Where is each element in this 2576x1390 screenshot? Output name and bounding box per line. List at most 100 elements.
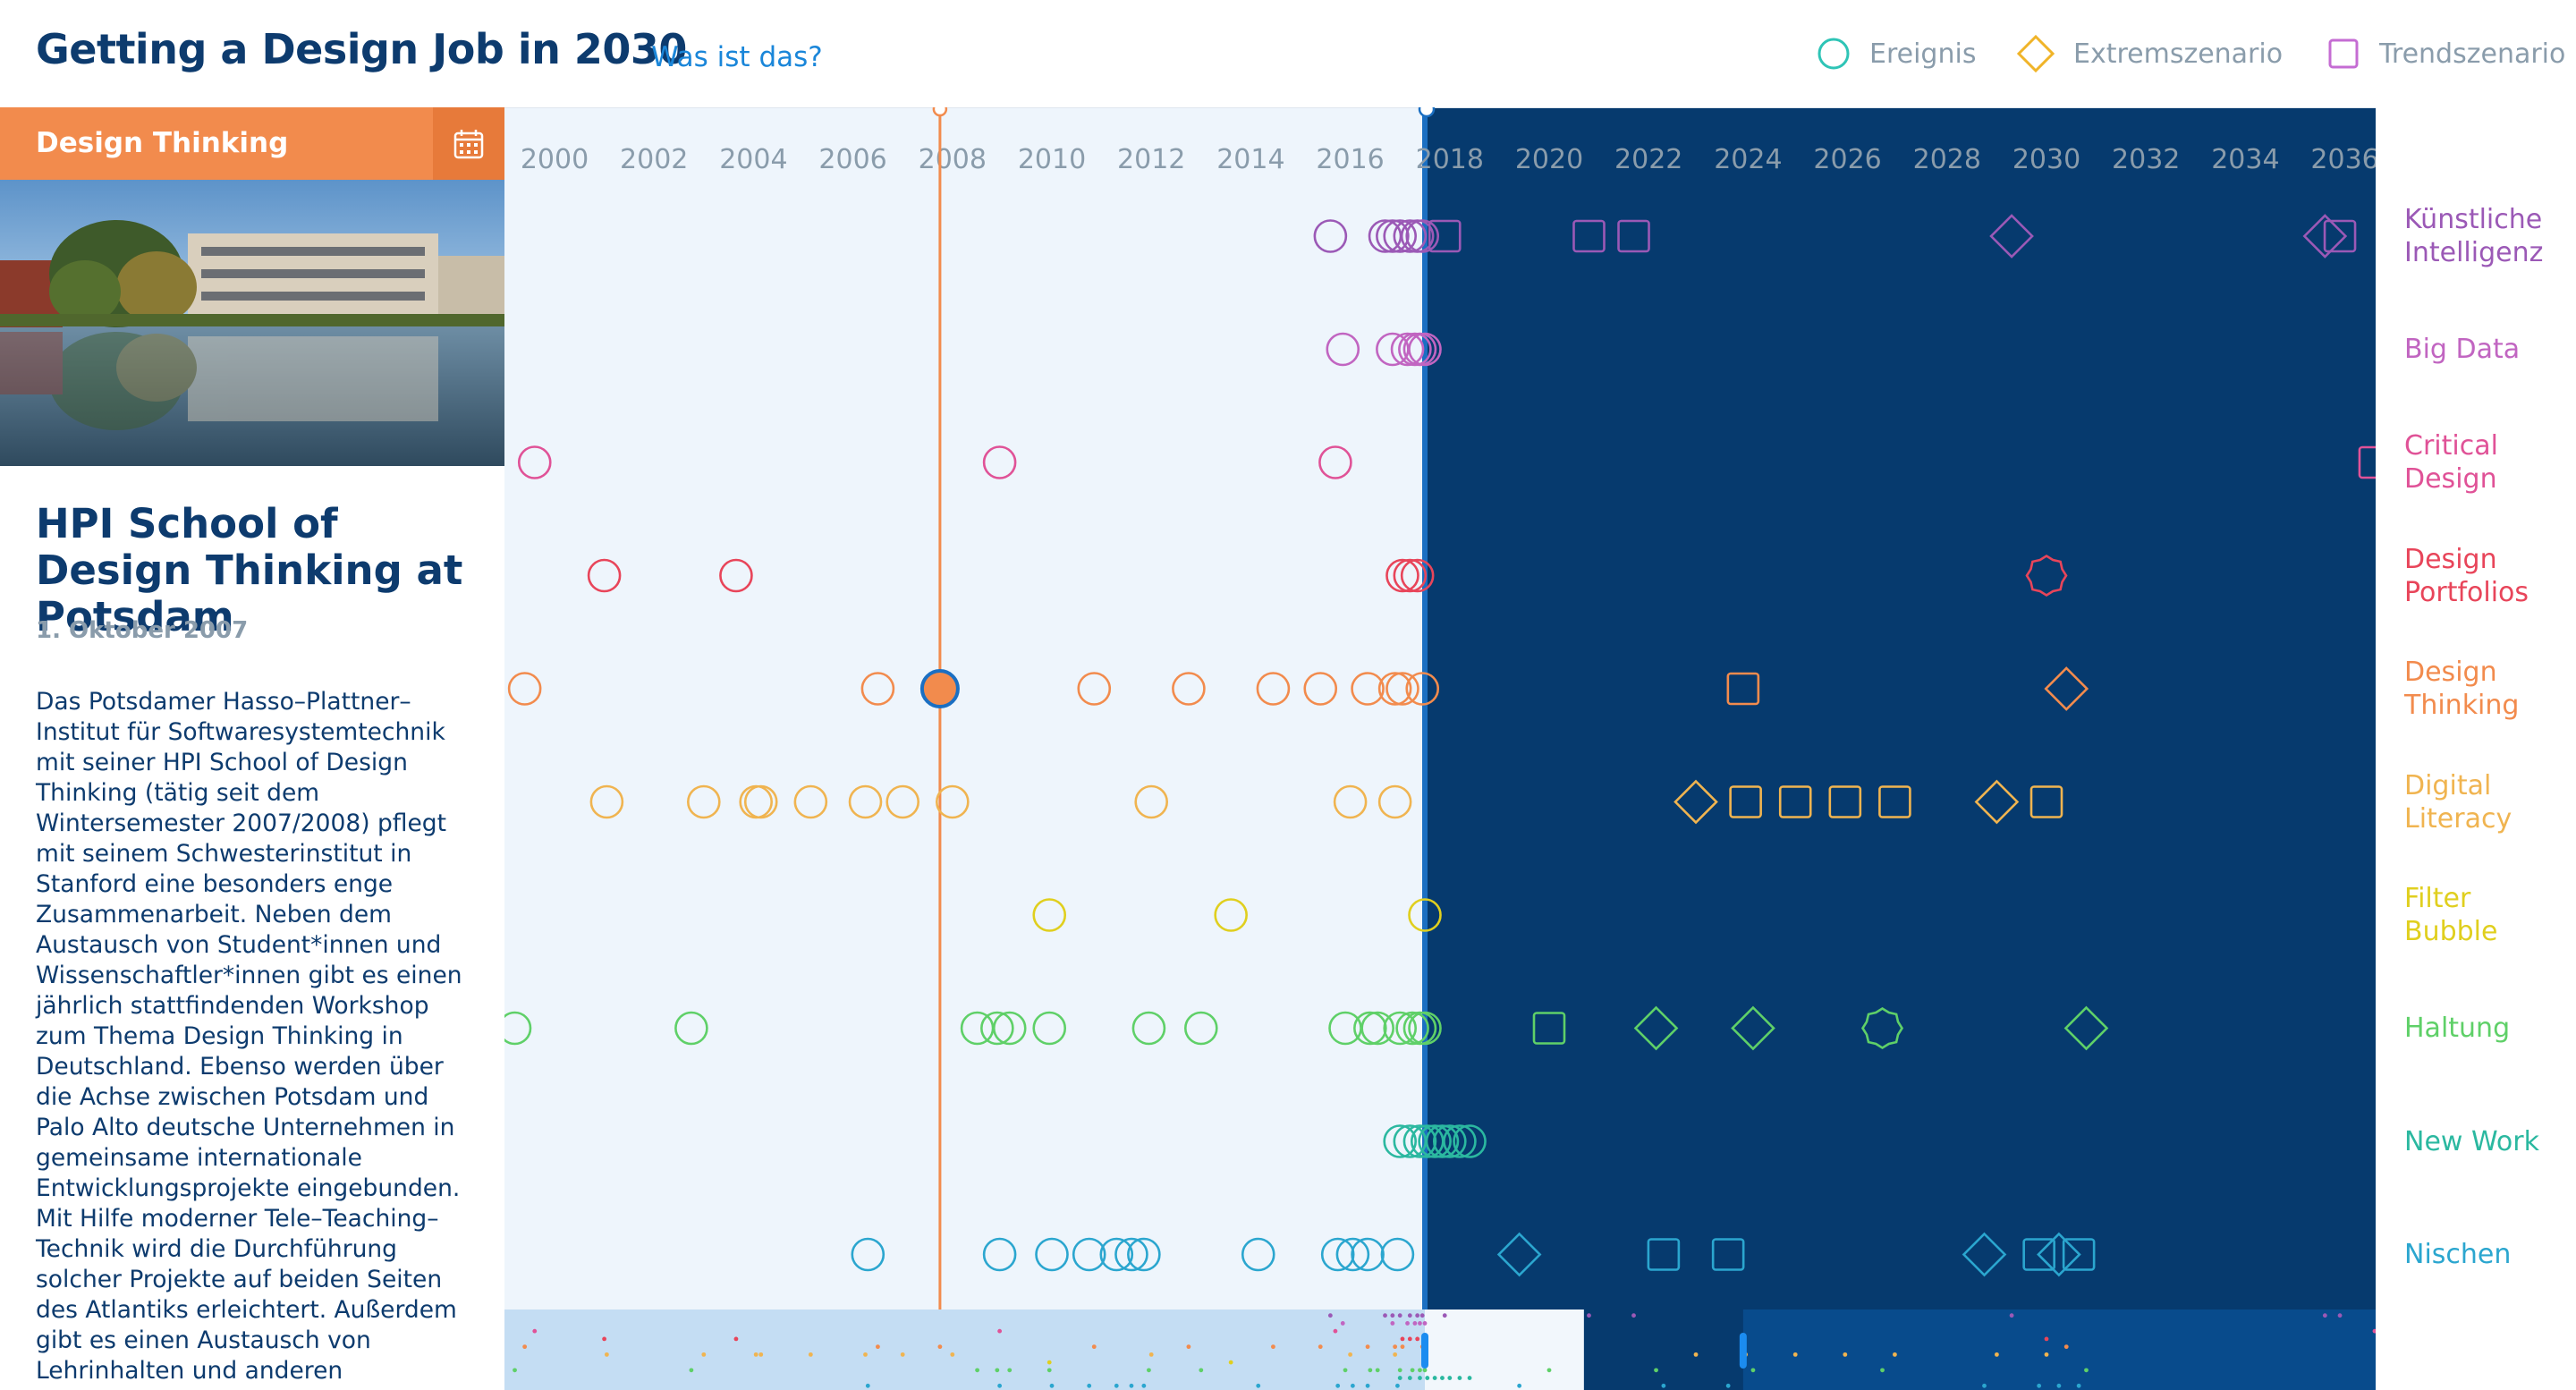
event-marker[interactable] [1377, 672, 1412, 706]
extreme-scenario-marker[interactable] [2302, 214, 2348, 259]
event-marker[interactable] [1395, 1011, 1429, 1046]
category-label[interactable]: Design Portfolios [2404, 543, 2574, 609]
event-marker[interactable] [992, 1011, 1027, 1046]
timeline-chart[interactable]: 2000 2002 2004 2006 2008 2010 2012 2014 2016 2018… [504, 107, 2376, 1390]
calendar-button[interactable] [433, 107, 504, 180]
event-marker[interactable] [1393, 219, 1428, 253]
event-marker[interactable] [1072, 1237, 1106, 1272]
event-marker[interactable] [851, 1237, 886, 1272]
event-marker[interactable] [1099, 1237, 1134, 1272]
event-marker[interactable] [507, 672, 542, 706]
event-marker[interactable] [1032, 1011, 1067, 1046]
extreme-scenario-marker[interactable] [1962, 1232, 2007, 1277]
event-marker[interactable] [1425, 1124, 1460, 1158]
event-marker[interactable] [1385, 558, 1419, 593]
event-marker[interactable] [674, 1011, 708, 1046]
category-label[interactable]: Nischen [2404, 1238, 2574, 1271]
event-marker[interactable] [980, 1011, 1014, 1046]
event-marker[interactable] [1408, 1011, 1442, 1046]
trend-scenario-marker[interactable] [1729, 785, 1762, 818]
category-label[interactable]: New Work [2404, 1125, 2574, 1158]
trend-scenario-marker[interactable] [1428, 219, 1462, 253]
event-marker[interactable] [1303, 672, 1338, 706]
trend-scenario-marker[interactable] [1617, 219, 1650, 253]
event-marker[interactable] [1077, 672, 1112, 706]
event-marker[interactable] [719, 558, 753, 593]
extreme-scenario-marker[interactable] [2044, 666, 2089, 711]
event-marker[interactable] [886, 784, 920, 819]
event-marker[interactable] [1405, 672, 1440, 706]
event-marker[interactable] [1405, 219, 1440, 253]
category-label[interactable]: Critical Design [2404, 429, 2574, 496]
trend-scenario-marker[interactable] [1532, 1012, 1566, 1045]
selected-year-handle[interactable] [932, 107, 948, 117]
event-marker[interactable] [1408, 898, 1442, 932]
event-marker[interactable] [1353, 1011, 1387, 1046]
event-marker[interactable] [793, 784, 828, 819]
event-marker[interactable] [1335, 1237, 1370, 1272]
minimap-handle-right[interactable] [1739, 1333, 1747, 1369]
event-marker[interactable] [1320, 1237, 1355, 1272]
legend-item-extremszenario[interactable]: Extremszenario [2016, 34, 2283, 73]
trend-scenario-marker[interactable] [1878, 785, 1911, 818]
event-marker[interactable] [1114, 1237, 1148, 1272]
event-marker[interactable] [1313, 219, 1348, 253]
event-marker[interactable] [1443, 1124, 1477, 1158]
event-marker[interactable] [1408, 332, 1442, 367]
event-marker[interactable] [1333, 784, 1368, 819]
category-label[interactable]: Haltung [2404, 1012, 2574, 1045]
minimap-handle-left[interactable] [1421, 1333, 1428, 1369]
event-marker[interactable] [1377, 784, 1412, 819]
category-label[interactable]: Filter Bubble [2404, 882, 2574, 948]
extreme-scenario-marker[interactable] [2063, 1005, 2109, 1051]
event-marker[interactable] [1360, 1011, 1394, 1046]
timeline-svg[interactable]: 2000 2002 2004 2006 2008 2010 2012 2014 2016 2018… [504, 107, 2376, 1390]
scenario-burst-marker[interactable] [2025, 554, 2068, 598]
event-marker[interactable] [1390, 332, 1425, 367]
event-marker[interactable] [1433, 1124, 1467, 1158]
event-marker[interactable] [1256, 672, 1291, 706]
trend-scenario-marker[interactable] [1711, 1238, 1745, 1271]
event-marker[interactable] [1380, 1237, 1415, 1272]
category-label[interactable]: Design Thinking [2404, 656, 2574, 722]
event-marker[interactable] [1418, 1124, 1452, 1158]
minimap-window[interactable] [1583, 1309, 1743, 1390]
help-link[interactable]: Was ist das? [651, 41, 823, 73]
event-marker[interactable] [743, 784, 778, 819]
category-label[interactable]: Künstliche Intelligenz [2404, 203, 2574, 269]
minimap-past[interactable] [504, 1309, 1425, 1390]
scenario-burst-marker[interactable] [1860, 1006, 1904, 1050]
present-year-handle[interactable] [1418, 107, 1436, 118]
trend-scenario-marker[interactable] [2358, 445, 2376, 479]
extreme-scenario-marker[interactable] [2037, 1232, 2081, 1277]
event-marker[interactable] [1134, 784, 1169, 819]
event-marker[interactable] [1326, 332, 1360, 367]
event-marker[interactable] [1035, 1237, 1069, 1272]
event-marker[interactable] [589, 784, 624, 819]
event-marker[interactable] [1453, 1124, 1487, 1158]
category-label[interactable]: Big Data [2404, 333, 2574, 366]
event-marker[interactable] [982, 445, 1017, 479]
legend-item-ereignis[interactable]: Ereignis [1816, 36, 1976, 72]
trend-scenario-marker[interactable] [2022, 1238, 2055, 1271]
event-marker[interactable] [848, 784, 883, 819]
event-marker[interactable] [1402, 1124, 1437, 1158]
trend-scenario-marker[interactable] [2029, 785, 2063, 818]
event-marker[interactable] [1385, 672, 1419, 706]
extreme-scenario-marker[interactable] [1633, 1005, 1679, 1051]
event-marker[interactable] [1131, 1011, 1166, 1046]
event-marker[interactable] [517, 445, 552, 479]
event-marker[interactable] [1383, 1011, 1418, 1046]
event-marker[interactable] [1383, 1124, 1418, 1158]
event-marker[interactable] [1351, 1237, 1385, 1272]
trend-scenario-marker[interactable] [1572, 219, 1606, 253]
legend-item-trendszenario[interactable]: Trendszenario [2326, 36, 2565, 72]
extreme-scenario-marker[interactable] [1674, 779, 1718, 825]
extreme-scenario-marker[interactable] [1496, 1232, 1542, 1277]
trend-scenario-marker[interactable] [1778, 785, 1812, 818]
event-marker[interactable] [1241, 1237, 1275, 1272]
trend-scenario-marker[interactable] [1828, 785, 1862, 818]
event-marker[interactable] [1376, 219, 1410, 253]
event-marker[interactable] [587, 558, 622, 593]
event-marker[interactable] [1172, 672, 1206, 706]
